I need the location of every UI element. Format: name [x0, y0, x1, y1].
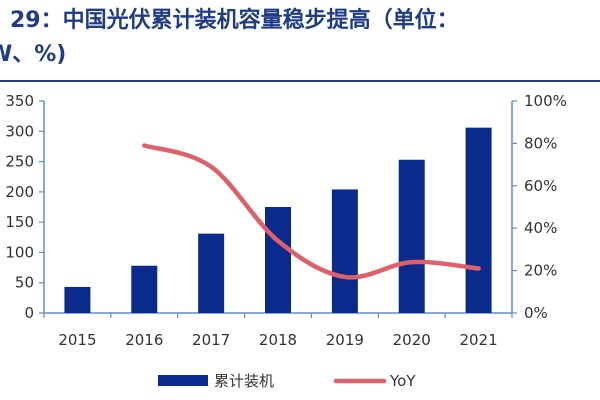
y-right-tick-label: 20%	[524, 262, 557, 280]
y-left-tick-label: 0	[24, 304, 34, 322]
chart-title-line-2: W、%)	[0, 42, 67, 67]
y-left-tick-label: 250	[5, 153, 34, 171]
y-left-tick-label: 100	[5, 243, 34, 261]
y-right-tick-label: 60%	[524, 177, 557, 195]
x-tick-label: 2021	[459, 331, 497, 349]
bar	[64, 286, 91, 313]
yoy-line-series	[142, 143, 481, 280]
y-left-tick-label: 150	[5, 213, 34, 231]
x-tick-label: 2019	[326, 331, 364, 349]
yoy-line	[142, 143, 481, 280]
bar	[331, 189, 358, 313]
bar	[198, 233, 225, 313]
x-tick-label: 2015	[58, 331, 96, 349]
x-tick-label: 2017	[192, 331, 230, 349]
y-left-tick-label: 300	[5, 122, 34, 140]
bar	[265, 207, 291, 313]
bar	[398, 159, 425, 313]
legend: 累计装机 YoY	[158, 372, 416, 390]
x-tick-label: 2016	[125, 331, 163, 349]
y-left-tick-label: 350	[5, 92, 34, 110]
title-divider	[0, 80, 600, 82]
legend-line-label: YoY	[389, 372, 416, 390]
legend-bar-swatch	[158, 375, 208, 386]
y-left-tick-label: 200	[5, 183, 34, 201]
tick-labels: 350 300 250 200 150 100 50 0 100% 80% 60% 40% 20% 0% 2…	[5, 92, 567, 349]
bar	[465, 127, 492, 313]
y-right-tick-label: 80%	[524, 134, 557, 152]
bar	[131, 265, 158, 313]
x-tick-label: 2018	[259, 331, 297, 349]
y-right-tick-label: 100%	[524, 92, 567, 110]
y-right-tick-label: 0%	[524, 304, 548, 322]
chart-title-line-1: 29：中国光伏累计装机容量稳步提高（单位：	[10, 8, 459, 33]
y-left-tick-label: 50	[15, 274, 34, 292]
x-tick-label: 2020	[393, 331, 431, 349]
chart-title: 29：中国光伏累计装机容量稳步提高（单位： W、%)	[0, 4, 600, 72]
bar-series	[64, 127, 492, 313]
legend-bar-label: 累计装机	[214, 372, 274, 390]
y-right-tick-label: 40%	[524, 219, 557, 237]
